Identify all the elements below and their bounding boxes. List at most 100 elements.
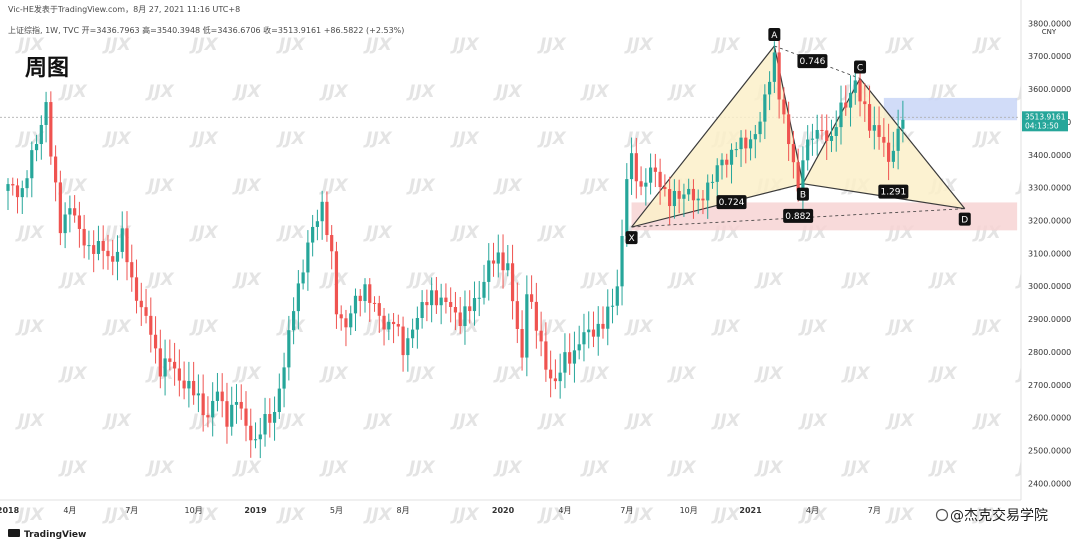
watermark-text: JJX — [363, 35, 393, 55]
time-tick-label: 7月 — [125, 506, 138, 515]
watermark-text: JJX — [841, 364, 871, 384]
candle-body — [149, 315, 153, 335]
candle-body — [244, 408, 248, 426]
watermark-text: JJX — [624, 505, 654, 525]
candle-body — [15, 185, 20, 198]
candle-body — [315, 221, 319, 227]
watermark-text: JJX — [276, 223, 306, 243]
candle-body — [710, 181, 715, 183]
candle-body — [287, 330, 291, 368]
candle-body — [77, 215, 81, 229]
candle-body — [682, 194, 686, 199]
candle-body — [615, 286, 619, 306]
watermark-text: JJX — [58, 270, 88, 290]
watermark-text: JJX — [319, 176, 349, 196]
candle-body — [215, 391, 220, 401]
point-badge-a — [768, 27, 781, 41]
watermark-text: JJX — [754, 270, 784, 290]
candle-body — [787, 114, 791, 145]
price-tick-label: 3200.0000 — [1028, 216, 1071, 225]
watermark-text: JJX — [624, 35, 654, 55]
candle-body — [691, 188, 696, 201]
candle-body — [192, 380, 196, 396]
time-axis-ticks[interactable]: 2018 4月 7月 10月 2019 5月 8月 2020 4月 7月 10月 2021 4月 7月 — [0, 506, 881, 515]
candle-body — [325, 201, 329, 236]
time-tick-label: 2018 — [0, 506, 20, 515]
candle-body — [863, 101, 867, 105]
price-tick-label: 2800.0000 — [1028, 348, 1071, 357]
candle-body — [430, 290, 434, 306]
price-tick-label: 2900.0000 — [1028, 315, 1071, 324]
candle-body — [139, 300, 143, 308]
candle-body — [415, 318, 419, 330]
watermark-text: JJX — [102, 129, 132, 149]
candle-body — [472, 298, 477, 312]
candle-body — [54, 156, 58, 183]
watermark-text: JJX — [885, 411, 915, 431]
price-tick-label: 2700.0000 — [1028, 381, 1071, 390]
watermark-text: JJX — [363, 223, 393, 243]
candle-body — [458, 312, 462, 327]
candle-body — [239, 401, 243, 409]
candle-body — [801, 160, 805, 192]
watermark-text: JJX — [798, 317, 828, 337]
time-tick-label: 10月 — [185, 506, 203, 515]
watermark-text: JJX — [406, 364, 436, 384]
candle-body — [872, 125, 876, 131]
candle-body — [763, 94, 767, 122]
candle-body — [591, 329, 596, 337]
watermark-text: JJX — [754, 458, 784, 478]
candle-body — [372, 302, 377, 304]
watermark-text: JJX — [711, 35, 741, 55]
candle-body — [748, 139, 753, 149]
candle-body — [701, 198, 705, 201]
candle-body — [363, 284, 367, 302]
candle-body — [644, 182, 648, 187]
watermark-text: JJX — [276, 35, 306, 55]
candle-body — [120, 228, 124, 252]
candle-body — [20, 188, 24, 198]
candle-body — [44, 102, 48, 125]
ratio-labels: 0.724 0.746 0.882 1.291 — [716, 54, 909, 223]
ratio-text: 0.882 — [785, 212, 811, 222]
candle-body — [629, 153, 634, 180]
candle-body — [439, 297, 443, 306]
candle-body — [230, 404, 234, 427]
candle-body — [73, 208, 77, 216]
candle-body — [625, 179, 629, 236]
candle-body — [249, 425, 253, 441]
watermark-text: JJX — [972, 317, 1002, 337]
watermark-text: JJX — [798, 35, 828, 55]
candle-body — [130, 262, 134, 278]
candle-body — [282, 367, 286, 389]
candle-body — [501, 252, 505, 271]
candle-body — [572, 350, 577, 364]
watermark-text: JJX — [450, 411, 480, 431]
watermark-text: JJX — [624, 317, 654, 337]
current-price-tag — [1022, 111, 1068, 132]
candle-body — [549, 369, 553, 379]
tradingview-logo[interactable]: TradingView — [8, 529, 86, 540]
price-axis-background[interactable] — [1021, 0, 1080, 500]
watermark-text: JJX — [15, 35, 45, 55]
candle-body — [382, 315, 386, 330]
candle-body — [834, 127, 838, 137]
candle-body — [206, 415, 210, 418]
watermark-text: JJX — [928, 270, 958, 290]
candle-body — [463, 306, 467, 327]
candle-body — [653, 167, 657, 172]
candle-body — [406, 338, 410, 356]
candle-body — [839, 102, 843, 128]
candle-body — [211, 400, 215, 418]
candle-body — [853, 80, 857, 93]
candle-body — [791, 144, 795, 163]
tradingview-logo-icon — [8, 529, 20, 537]
candle-body — [725, 159, 729, 165]
watermark-text: JJX — [885, 35, 915, 55]
watermark-text: JJX — [406, 176, 436, 196]
candle-body — [444, 297, 448, 303]
candle-body — [510, 263, 515, 302]
candle-body — [368, 284, 372, 303]
ratio-text: 1.291 — [880, 188, 906, 198]
